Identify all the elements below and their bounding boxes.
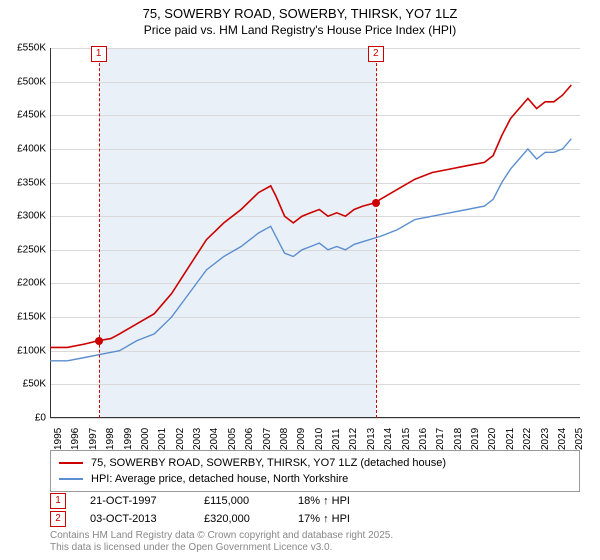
sale-dot <box>372 199 380 207</box>
sale-marker-2: 2 <box>50 511 66 527</box>
x-tick-label: 2002 <box>175 428 186 450</box>
y-tick-label: £350K <box>17 177 46 188</box>
chart-title: 75, SOWERBY ROAD, SOWERBY, THIRSK, YO7 1… <box>0 6 600 21</box>
y-tick-label: £250K <box>17 244 46 255</box>
sale-price-1: £115,000 <box>204 492 274 510</box>
y-tick-label: £50K <box>23 379 46 390</box>
legend-swatch-property <box>59 462 83 464</box>
x-tick-label: 1998 <box>105 428 116 450</box>
x-tick-label: 2007 <box>262 428 273 450</box>
x-tick-label: 2003 <box>192 428 203 450</box>
y-tick-label: £300K <box>17 211 46 222</box>
x-tick-label: 2019 <box>470 428 481 450</box>
x-tick-label: 2023 <box>540 428 551 450</box>
legend-row-hpi: HPI: Average price, detached house, Nort… <box>59 471 571 487</box>
x-tick-label: 2025 <box>574 428 585 450</box>
y-tick-label: £150K <box>17 312 46 323</box>
x-tick-label: 2010 <box>314 428 325 450</box>
y-tick-label: £450K <box>17 110 46 121</box>
legend-label-hpi: HPI: Average price, detached house, Nort… <box>91 471 348 487</box>
y-tick-label: £0 <box>35 413 46 424</box>
x-tick-label: 2001 <box>157 428 168 450</box>
x-tick-label: 1996 <box>70 428 81 450</box>
x-tick-label: 2004 <box>209 428 220 450</box>
legend-row-property: 75, SOWERBY ROAD, SOWERBY, THIRSK, YO7 1… <box>59 455 571 471</box>
x-tick-label: 2016 <box>418 428 429 450</box>
x-tick-label: 2011 <box>331 428 342 450</box>
x-tick-label: 2020 <box>487 428 498 450</box>
x-tick-label: 2012 <box>348 428 359 450</box>
series-line-hpi <box>50 139 571 361</box>
sale-date-2: 03-OCT-2013 <box>90 510 180 528</box>
sale-number-box: 1 <box>91 46 107 62</box>
sale-vertical-line <box>99 48 100 418</box>
y-tick-label: £550K <box>17 43 46 54</box>
sale-dot <box>95 337 103 345</box>
x-tick-label: 1997 <box>88 428 99 450</box>
x-tick-label: 2017 <box>435 428 446 450</box>
gridline <box>50 418 580 419</box>
sale-number-box: 2 <box>368 46 384 62</box>
chart-subtitle: Price paid vs. HM Land Registry's House … <box>0 23 600 37</box>
x-tick-label: 2014 <box>383 428 394 450</box>
x-tick-label: 2024 <box>557 428 568 450</box>
x-tick-label: 2008 <box>279 428 290 450</box>
sale-note-1: 18% ↑ HPI <box>298 492 350 510</box>
footnote-line2: This data is licensed under the Open Gov… <box>50 542 393 554</box>
x-tick-label: 2013 <box>366 428 377 450</box>
line-svg <box>50 48 580 418</box>
sale-row-2: 2 03-OCT-2013 £320,000 17% ↑ HPI <box>50 510 350 528</box>
footnote: Contains HM Land Registry data © Crown c… <box>50 530 393 554</box>
sales-table: 1 21-OCT-1997 £115,000 18% ↑ HPI 2 03-OC… <box>50 492 350 528</box>
x-tick-label: 2005 <box>227 428 238 450</box>
sale-price-2: £320,000 <box>204 510 274 528</box>
y-tick-label: £400K <box>17 143 46 154</box>
legend-swatch-hpi <box>59 478 83 480</box>
x-tick-label: 2006 <box>244 428 255 450</box>
chart-container: 75, SOWERBY ROAD, SOWERBY, THIRSK, YO7 1… <box>0 0 600 560</box>
sale-marker-1: 1 <box>50 493 66 509</box>
legend-label-property: 75, SOWERBY ROAD, SOWERBY, THIRSK, YO7 1… <box>91 455 446 471</box>
series-line-property <box>50 85 571 347</box>
legend-box: 75, SOWERBY ROAD, SOWERBY, THIRSK, YO7 1… <box>50 450 580 492</box>
sale-vertical-line <box>376 48 377 418</box>
chart-plot-area: 12 £0£50K£100K£150K£200K£250K£300K£350K£… <box>50 48 580 418</box>
sale-date-1: 21-OCT-1997 <box>90 492 180 510</box>
title-block: 75, SOWERBY ROAD, SOWERBY, THIRSK, YO7 1… <box>0 0 600 37</box>
y-tick-label: £500K <box>17 76 46 87</box>
x-tick-label: 2009 <box>296 428 307 450</box>
sale-note-2: 17% ↑ HPI <box>298 510 350 528</box>
y-tick-label: £100K <box>17 345 46 356</box>
x-tick-label: 1995 <box>53 428 64 450</box>
footnote-line1: Contains HM Land Registry data © Crown c… <box>50 530 393 542</box>
x-tick-label: 2021 <box>505 428 516 450</box>
y-tick-label: £200K <box>17 278 46 289</box>
x-tick-label: 2018 <box>453 428 464 450</box>
x-tick-label: 1999 <box>123 428 134 450</box>
sale-row-1: 1 21-OCT-1997 £115,000 18% ↑ HPI <box>50 492 350 510</box>
x-tick-label: 2000 <box>140 428 151 450</box>
x-tick-label: 2015 <box>401 428 412 450</box>
x-tick-label: 2022 <box>522 428 533 450</box>
